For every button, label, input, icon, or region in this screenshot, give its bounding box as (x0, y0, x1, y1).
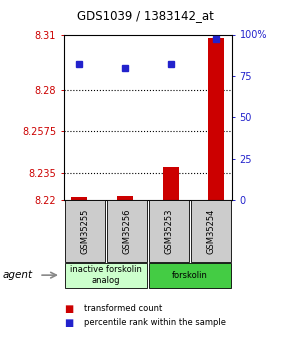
Bar (191, 200, 231, 262)
Bar (163, 167, 179, 200)
Text: GDS1039 / 1383142_at: GDS1039 / 1383142_at (77, 9, 213, 22)
Bar (65, 263, 147, 288)
Text: ■: ■ (64, 304, 73, 314)
Bar (107, 200, 147, 262)
Bar (149, 263, 231, 288)
Text: inactive forskolin
analog: inactive forskolin analog (70, 265, 142, 285)
Text: GSM35253: GSM35253 (164, 208, 173, 254)
Text: agent: agent (3, 270, 33, 280)
Text: forskolin: forskolin (172, 270, 208, 280)
Bar (149, 200, 189, 262)
Bar (65, 200, 105, 262)
Bar (71, 197, 87, 200)
Text: percentile rank within the sample: percentile rank within the sample (84, 318, 226, 327)
Text: GSM35254: GSM35254 (206, 208, 215, 254)
Text: GSM35256: GSM35256 (122, 208, 131, 254)
Bar (209, 38, 224, 200)
Text: transformed count: transformed count (84, 304, 162, 313)
Text: ■: ■ (64, 318, 73, 327)
Bar (117, 196, 133, 200)
Text: GSM35255: GSM35255 (80, 208, 89, 254)
